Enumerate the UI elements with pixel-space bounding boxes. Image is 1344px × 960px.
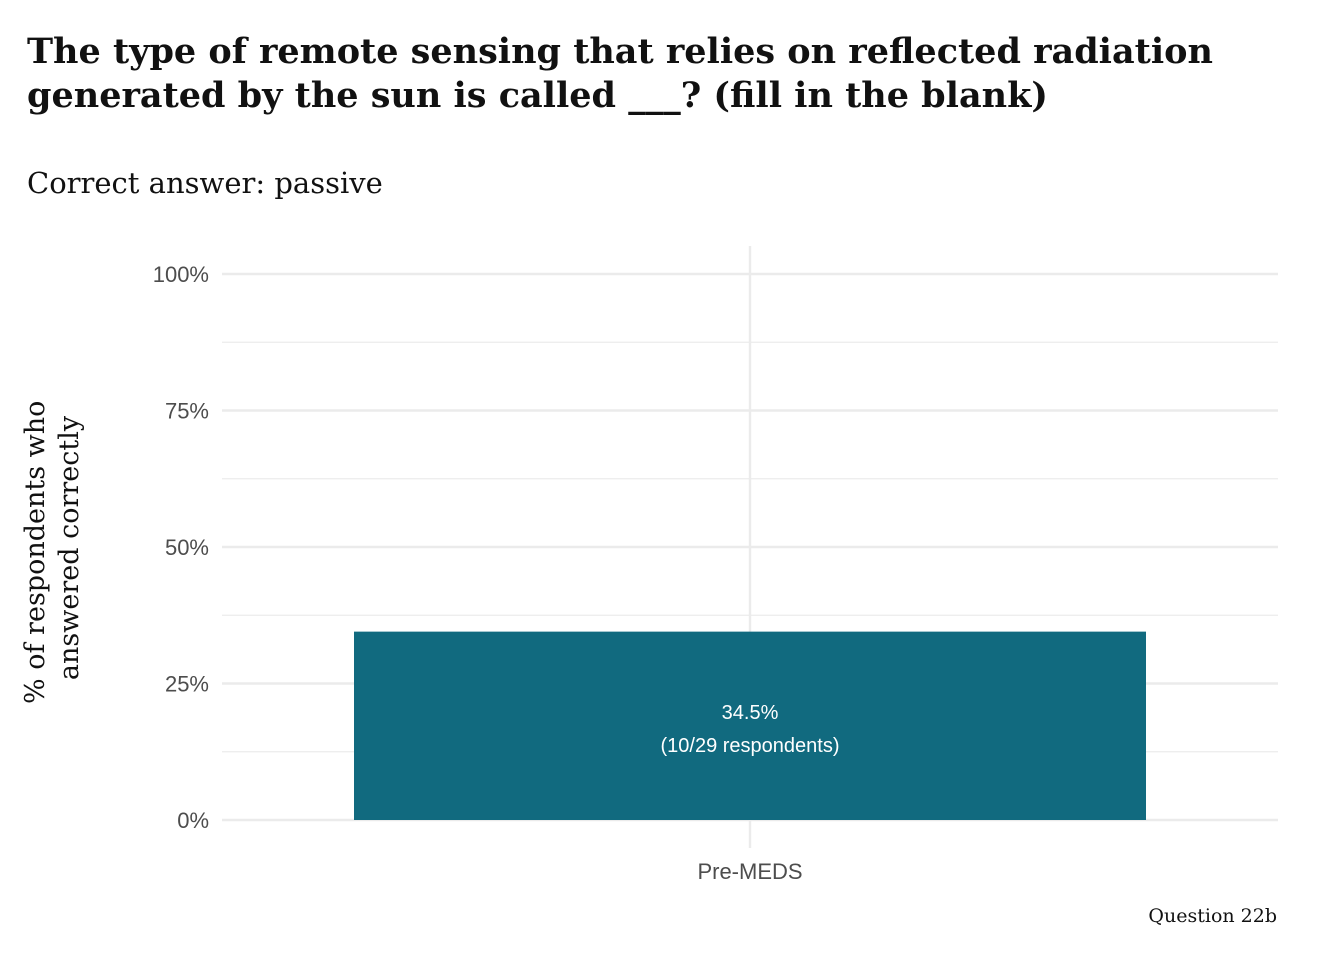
y-tick-label: 0%	[177, 808, 209, 833]
y-axis-ticks: 0% 25% 50% 75% 100%	[153, 262, 209, 833]
y-tick-label: 50%	[165, 535, 209, 560]
bar	[354, 632, 1146, 820]
y-tick-label: 25%	[165, 672, 209, 697]
x-tick-label: Pre-MEDS	[697, 859, 802, 884]
y-tick-label: 75%	[165, 399, 209, 424]
y-axis-label: % of respondents who answered correctly	[20, 392, 85, 704]
bars: 34.5% (10/29 respondents)	[354, 632, 1146, 820]
y-tick-label: 100%	[153, 262, 209, 287]
x-axis-ticks: Pre-MEDS	[697, 859, 802, 884]
bar-data-label-line: (10/29 respondents)	[660, 735, 839, 757]
y-axis-label-line-1: % of respondents who	[20, 401, 51, 704]
bar-data-label-line: 34.5%	[722, 702, 779, 724]
chart-caption: Question 22b	[1148, 905, 1277, 927]
y-axis-label-line-2: answered correctly	[54, 415, 85, 680]
